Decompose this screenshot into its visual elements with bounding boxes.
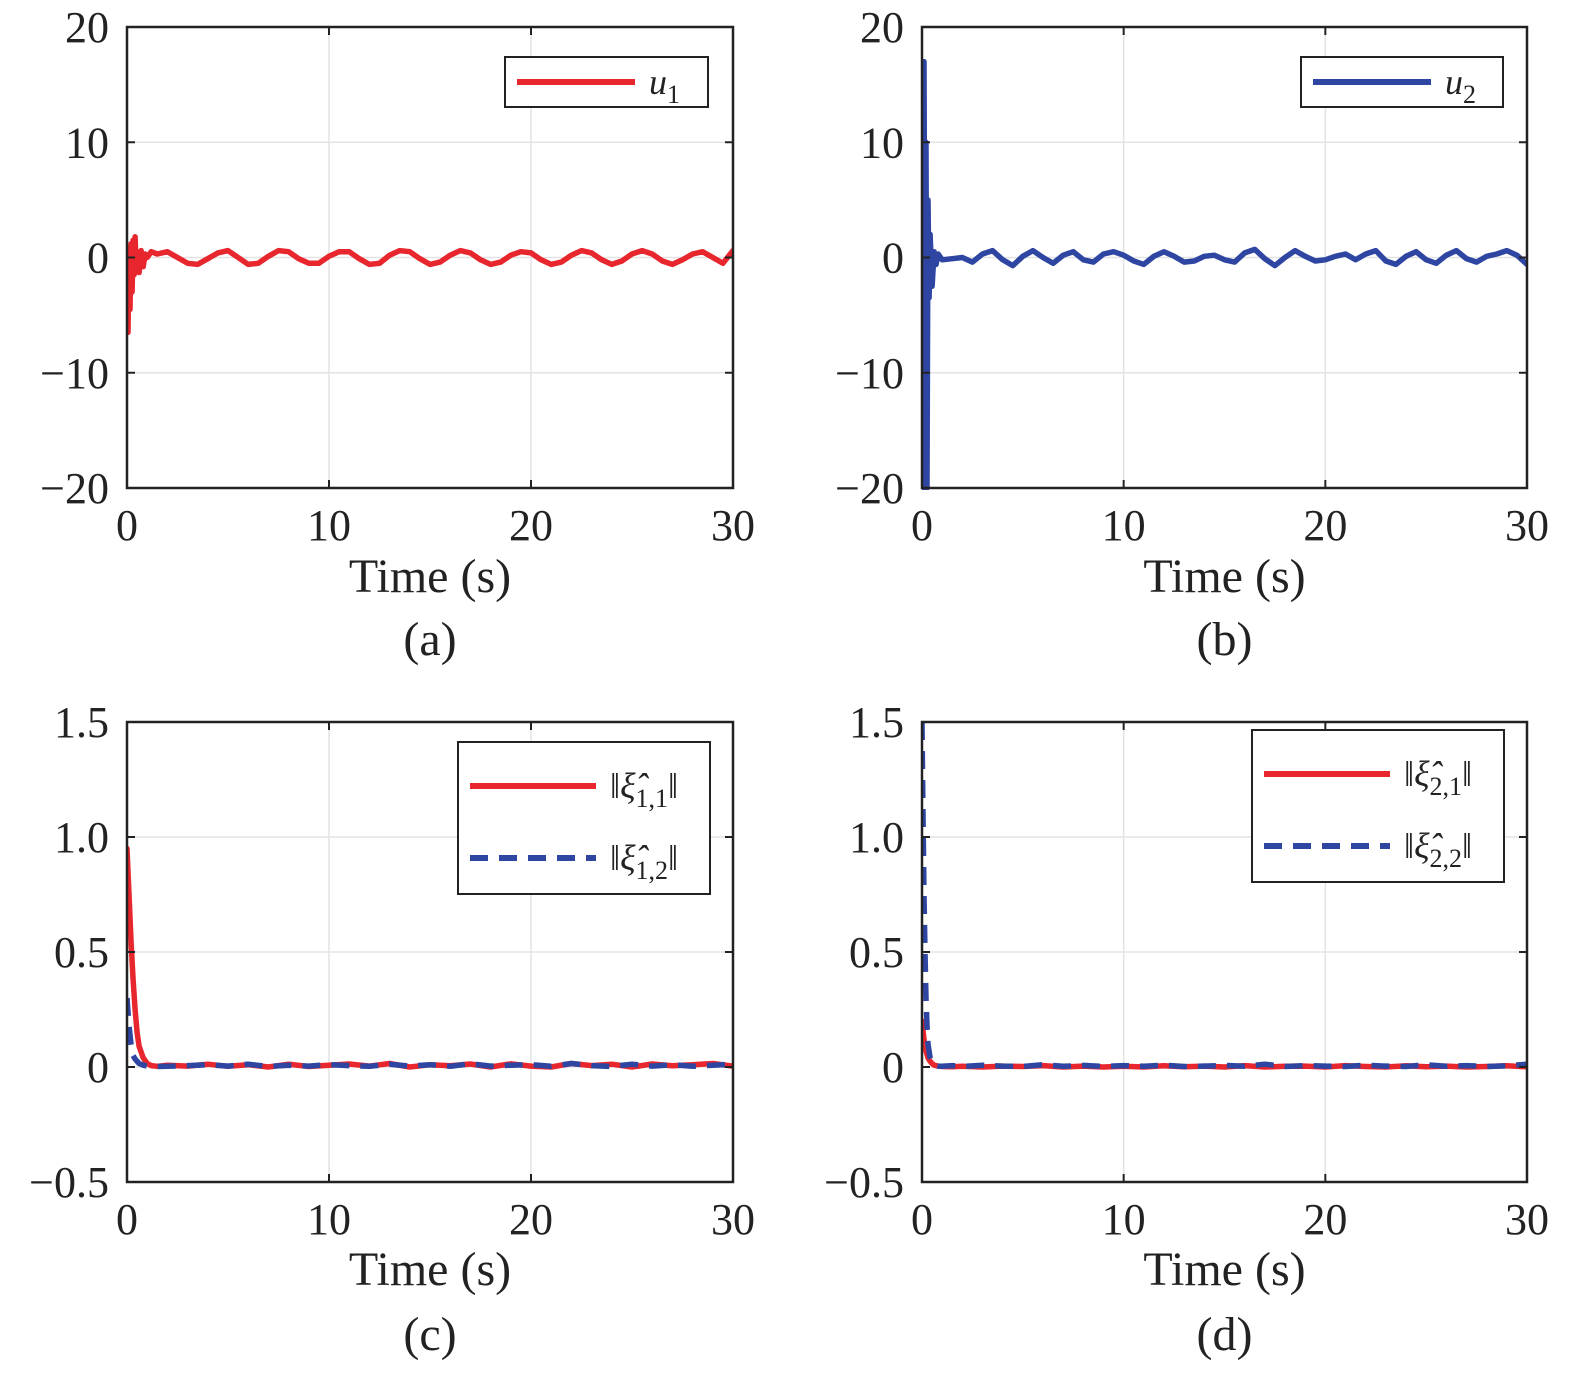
x-tick-label: 20: [509, 501, 553, 550]
x-axis-label: Time (s): [1143, 1243, 1305, 1296]
x-tick-label: 20: [1303, 501, 1347, 550]
x-tick-label: 10: [1102, 1195, 1146, 1244]
legend-label: u2: [1445, 62, 1476, 109]
y-tick-label: 0.5: [54, 928, 109, 977]
y-tick-label: 0: [87, 234, 109, 283]
x-axis-label: Time (s): [349, 550, 511, 603]
x-tick-label: 30: [1505, 1195, 1549, 1244]
legend: u1: [504, 56, 709, 109]
series-line-a-1: [127, 234, 733, 336]
x-tick-label: 0: [116, 501, 138, 550]
y-tick-label: 0: [882, 1043, 904, 1092]
y-tick-label: 1.0: [849, 813, 904, 862]
y-tick-label: 1.5: [849, 698, 904, 747]
legend-label: u1: [649, 62, 680, 109]
legend: u2: [1300, 56, 1504, 109]
legend: ‖ξ̂2,1‖‖ξ̂2,2‖: [1251, 729, 1505, 883]
legend-label: ‖ξ̂2,1‖: [1404, 754, 1472, 801]
x-tick-label: 30: [711, 501, 755, 550]
x-tick-label: 10: [307, 1195, 351, 1244]
legend-label: ‖ξ̂1,2‖: [610, 838, 678, 885]
series-line-c-2: [127, 997, 733, 1070]
panel-b: 0 10 20 30 20 10 0 −10 −20 Time (s) (b) u2: [835, 3, 1549, 666]
series-line-d-1: [922, 1018, 1527, 1070]
y-tick-label: 10: [860, 118, 904, 167]
x-tick-label: 20: [1303, 1195, 1347, 1244]
x-axis-label: Time (s): [349, 1243, 511, 1296]
y-tick-label: 1.0: [54, 813, 109, 862]
y-tick-label: 0.5: [849, 928, 904, 977]
legend-box: [1251, 729, 1505, 883]
x-tick-label: 10: [1102, 501, 1146, 550]
x-tick-label: 20: [509, 1195, 553, 1244]
panel-caption: (c): [403, 1308, 456, 1361]
series-line-b-1: [922, 58, 1527, 490]
panel-caption: (a): [403, 613, 456, 666]
y-tick-label: −0.5: [29, 1158, 109, 1207]
x-tick-label: 0: [911, 501, 933, 550]
y-tick-label: 20: [65, 3, 109, 52]
x-tick-label: 30: [711, 1195, 755, 1244]
x-axis-label: Time (s): [1143, 550, 1305, 603]
legend-box: [457, 741, 711, 895]
y-tick-label: −20: [835, 464, 904, 513]
x-tick-label: 0: [911, 1195, 933, 1244]
y-tick-label: −20: [40, 464, 109, 513]
y-tick-label: −10: [40, 349, 109, 398]
legend: ‖ξ̂1,1‖‖ξ̂1,2‖: [457, 741, 711, 895]
y-tick-label: 0: [882, 234, 904, 283]
x-tick-label: 10: [307, 501, 351, 550]
x-tick-label: 30: [1505, 501, 1549, 550]
y-tick-label: 1.5: [54, 698, 109, 747]
x-tick-label: 0: [116, 1195, 138, 1244]
y-tick-label: 0: [87, 1043, 109, 1092]
series-line-d-2: [922, 721, 1527, 1070]
y-tick-label: 20: [860, 3, 904, 52]
y-tick-label: 10: [65, 118, 109, 167]
y-tick-label: −10: [835, 349, 904, 398]
panel-caption: (d): [1197, 1308, 1253, 1361]
y-tick-label: −0.5: [824, 1158, 904, 1207]
panel-caption: (b): [1197, 613, 1253, 666]
panel-a: 0 10 20 30 20 10 0 −10 −20 Time (s) (a) u1: [40, 3, 755, 666]
